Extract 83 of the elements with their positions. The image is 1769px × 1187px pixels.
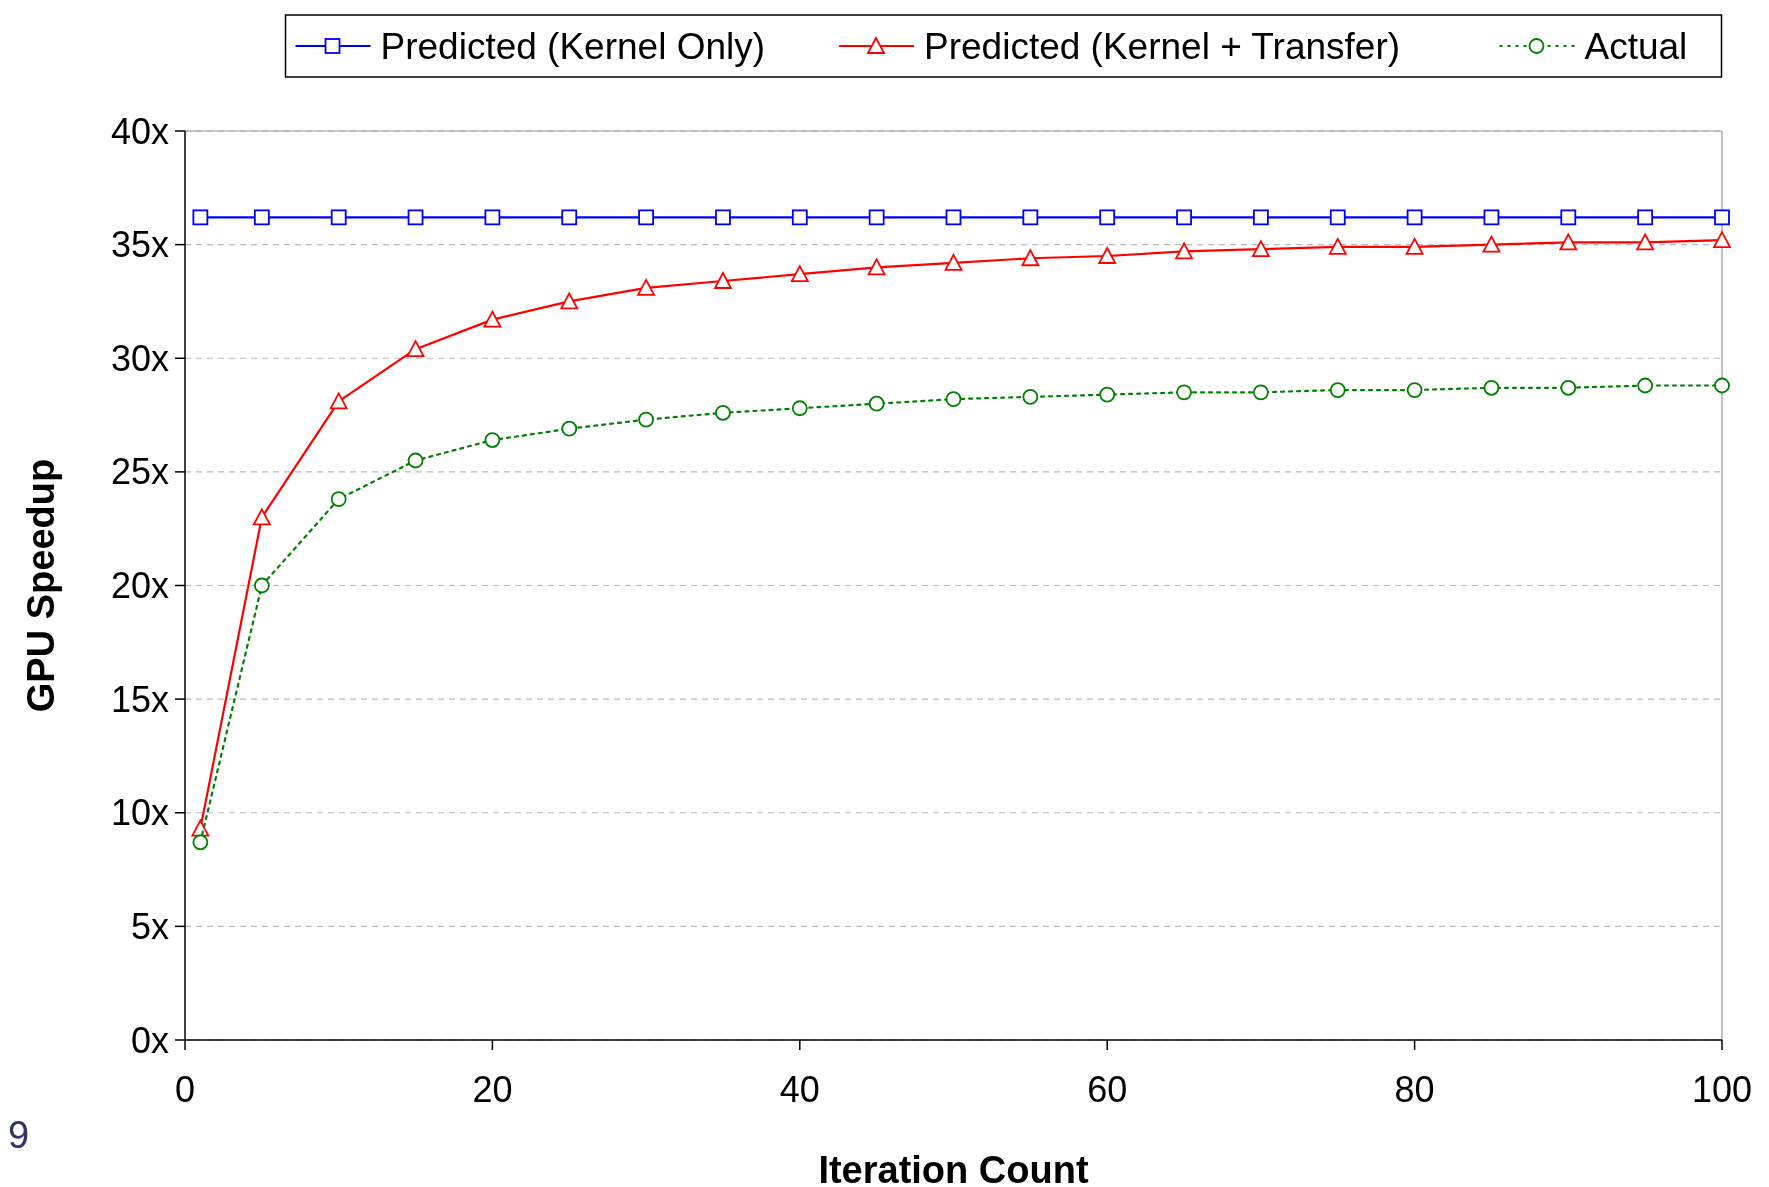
point: [1483, 379, 1500, 396]
point: [1714, 209, 1730, 226]
point: [561, 420, 578, 437]
point: [1253, 384, 1269, 401]
point: [791, 209, 808, 226]
legend-label: Predicted (Kernel Only): [380, 25, 766, 67]
point: [1022, 388, 1039, 405]
y-tick-label: 40x: [110, 110, 169, 152]
point: [1636, 233, 1655, 251]
legend-label: Actual: [1584, 25, 1688, 67]
point: [790, 265, 809, 283]
point: [1560, 209, 1577, 226]
point: [1175, 242, 1193, 260]
x-tick-label: 40: [779, 1069, 820, 1110]
x-tick-label: 60: [1087, 1069, 1128, 1110]
point: [330, 209, 347, 226]
x-tick-label: 20: [472, 1069, 513, 1110]
point: [945, 209, 962, 226]
y-axis-title: GPU Speedup: [20, 458, 62, 713]
point: [1021, 249, 1040, 267]
point: [715, 209, 731, 226]
point: [1637, 209, 1654, 226]
point: [1328, 238, 1347, 255]
point: [1483, 209, 1500, 226]
y-tick-label: 15x: [110, 678, 169, 720]
point: [561, 209, 578, 226]
point: [1405, 238, 1424, 255]
x-tick-label: 0: [174, 1069, 196, 1110]
point: [791, 400, 808, 417]
x-tick-label: 80: [1394, 1069, 1435, 1110]
point: [484, 209, 501, 226]
y-tick-label: 0x: [130, 1019, 169, 1061]
point: [483, 310, 502, 328]
point: [1329, 382, 1346, 398]
point: [715, 404, 731, 421]
point: [253, 209, 270, 226]
point: [1022, 209, 1039, 226]
point: [1252, 240, 1270, 258]
point: [192, 209, 209, 226]
point: [1253, 209, 1269, 226]
point: [330, 491, 347, 508]
y-tick-label: 35x: [110, 224, 169, 266]
point: [406, 340, 425, 358]
point: [192, 834, 209, 851]
point: [638, 209, 654, 226]
point: [253, 577, 270, 594]
point: [1406, 382, 1423, 398]
text: 9: [8, 1114, 30, 1156]
point: [329, 392, 348, 410]
x-axis-title: Iteration Count: [818, 1149, 1089, 1187]
y-tick-label: 30x: [110, 337, 169, 379]
point: [638, 411, 654, 428]
point: [1176, 384, 1192, 401]
point: [637, 278, 655, 296]
point: [1098, 247, 1117, 264]
point: [1482, 235, 1501, 253]
y-tick-label: 25x: [110, 451, 169, 493]
point: [1099, 386, 1116, 403]
point: [1099, 209, 1116, 226]
point: [867, 258, 886, 276]
y-tick-label: 10x: [110, 792, 169, 834]
point: [714, 272, 732, 289]
point: [1176, 209, 1192, 226]
point: [868, 209, 885, 226]
point: [1559, 233, 1578, 251]
point: [1406, 209, 1423, 226]
point: [944, 253, 963, 271]
x-tick-label: 100: [1691, 1069, 1753, 1110]
point: [1714, 377, 1730, 394]
point: [407, 452, 424, 469]
point: [484, 432, 501, 448]
point: [252, 508, 271, 526]
y-tick-label: 20x: [110, 565, 169, 607]
point: [1637, 377, 1654, 394]
point: [1329, 209, 1346, 226]
point: [560, 292, 579, 310]
point: [1560, 379, 1577, 396]
y-tick-label: 5x: [130, 905, 169, 947]
point: [1713, 231, 1731, 248]
point: [407, 209, 424, 226]
point: [945, 391, 962, 408]
point: [868, 395, 885, 412]
legend-label: Predicted (Kernel + Transfer): [924, 25, 1401, 67]
